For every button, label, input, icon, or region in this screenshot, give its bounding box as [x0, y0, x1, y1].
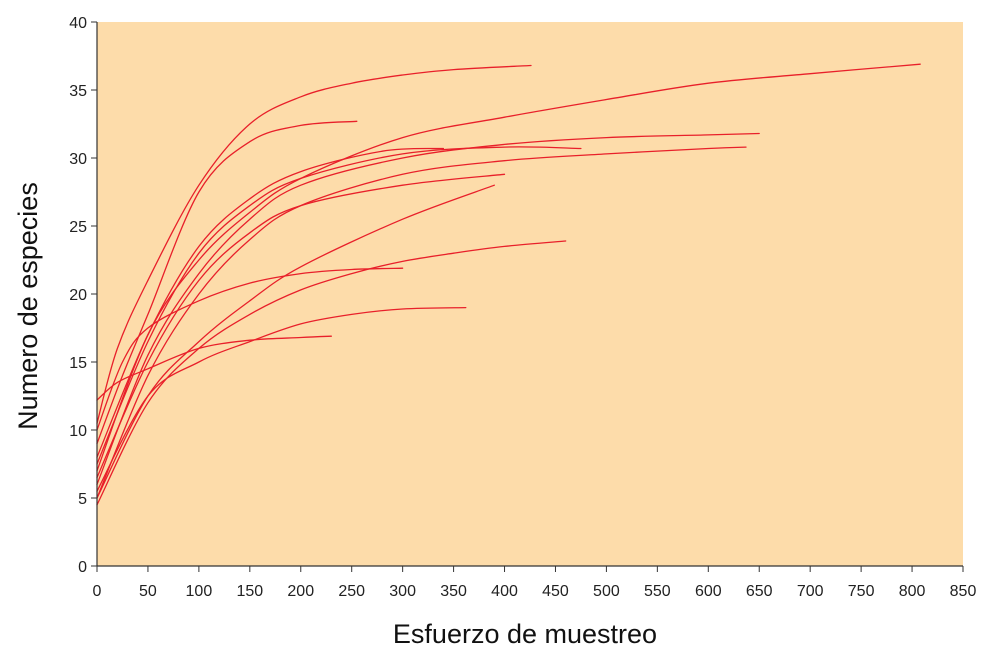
x-tick-label: 550 — [644, 583, 671, 600]
y-tick-label: 20 — [69, 287, 87, 304]
y-axis-title: Numero de especies — [13, 182, 43, 430]
y-axis-ticks: 0 5 10 15 20 25 30 35 40 — [69, 15, 97, 576]
x-tick-label: 800 — [899, 583, 926, 600]
series-line-1 — [96, 64, 532, 424]
x-tick-label: 50 — [139, 583, 157, 600]
x-tick-label: 350 — [440, 583, 467, 600]
y-tick-label: 35 — [69, 83, 87, 100]
series-line-13 — [96, 335, 332, 401]
series-line-11 — [96, 267, 404, 431]
x-tick-label: 750 — [848, 583, 875, 600]
y-tick-label: 15 — [69, 355, 87, 372]
x-tick-label: 400 — [491, 583, 518, 600]
x-tick-label: 150 — [236, 583, 263, 600]
plot-area — [97, 22, 963, 566]
y-tick-label: 30 — [69, 151, 87, 168]
x-tick-label: 0 — [93, 583, 102, 600]
y-tick-label: 0 — [78, 559, 87, 576]
series-line-7 — [96, 146, 582, 465]
series-line-10 — [96, 240, 567, 506]
x-tick-label: 850 — [950, 583, 977, 600]
x-tick-label: 250 — [338, 583, 365, 600]
x-axis-ticks: 0 50 100 150 200 250 300 350 400 450 500 550 600 650 7… — [93, 566, 977, 600]
y-tick-label: 5 — [78, 491, 87, 508]
x-tick-label: 450 — [542, 583, 569, 600]
y-tick-label: 10 — [69, 423, 87, 440]
series-lines — [96, 63, 921, 506]
series-line-5 — [96, 146, 747, 499]
x-tick-label: 500 — [593, 583, 620, 600]
series-line-6 — [96, 147, 445, 458]
x-tick-label: 200 — [287, 583, 314, 600]
x-tick-label: 650 — [746, 583, 773, 600]
series-line-12 — [96, 306, 467, 492]
y-tick-label: 25 — [69, 219, 87, 236]
series-line-4 — [96, 132, 760, 486]
y-tick-label: 40 — [69, 15, 87, 32]
series-line-8 — [96, 173, 506, 479]
x-axis-title: Esfuerzo de muestreo — [393, 619, 657, 648]
x-tick-label: 700 — [797, 583, 824, 600]
x-tick-label: 600 — [695, 583, 722, 600]
series-line-2 — [96, 120, 358, 445]
x-tick-label: 300 — [389, 583, 416, 600]
x-tick-label: 100 — [186, 583, 213, 600]
